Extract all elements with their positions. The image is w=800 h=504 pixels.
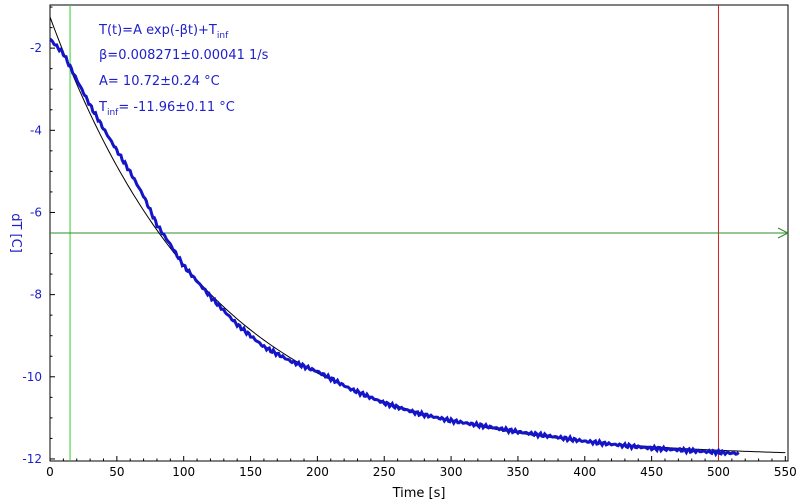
svg-text:Tinf= -11.96±0.11 °C: Tinf= -11.96±0.11 °C [98,100,235,118]
y-tick-label: -4 [30,123,42,137]
y-tick-label: -2 [30,41,42,55]
x-tick-label: 50 [109,465,124,479]
annotation-tinf-subscript: inf [107,108,119,118]
x-tick-label: 400 [573,465,596,479]
fit-annotation: T(t)=A exp(-βt)+Tinf β=0.008271±0.00041 … [98,23,269,118]
annotation-amplitude: A= 10.72±0.24 °C [99,74,220,89]
x-tick-label: 300 [440,465,463,479]
annotation-formula: T(t)=A exp(-βt)+T [98,23,217,38]
arrow-head-icon [777,227,790,239]
x-tick-label: 100 [172,465,195,479]
x-tick-label: 450 [640,465,663,479]
x-tick-label: 550 [774,465,797,479]
svg-text:T(t)=A exp(-βt)+Tinf: T(t)=A exp(-βt)+Tinf [98,23,229,41]
x-tick-label: 350 [506,465,529,479]
x-tick-label: 250 [373,465,396,479]
x-tick-label: 150 [239,465,262,479]
annotation-tinf-label: T [98,100,107,115]
annotation-formula-subscript: inf [217,31,229,41]
y-axis-ticks: -2 -4 -6 -8 -10 -12 [22,6,55,466]
x-tick-label: 500 [707,465,730,479]
x-tick-label: 0 [46,465,54,479]
x-axis-ticks: 0 50 100 150 200 250 300 350 400 450 500 550 [46,456,797,479]
y-tick-label: -8 [30,288,42,302]
series-data [49,37,740,458]
y-tick-label: -12 [22,452,42,466]
y-axis-title: dT [C] [8,213,23,253]
x-tick-label: 200 [306,465,329,479]
x-axis-title: Time [s] [392,486,446,501]
annotation-beta: β=0.008271±0.00041 1/s [99,48,269,63]
annotation-tinf-value: = -11.96±0.11 °C [118,100,234,115]
y-tick-label: -6 [30,205,42,219]
y-tick-label: -10 [22,370,42,384]
